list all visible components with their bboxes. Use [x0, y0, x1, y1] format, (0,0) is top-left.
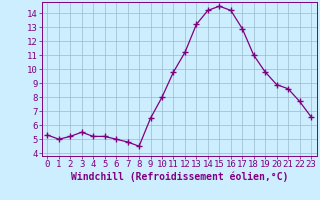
X-axis label: Windchill (Refroidissement éolien,°C): Windchill (Refroidissement éolien,°C)	[70, 172, 288, 182]
